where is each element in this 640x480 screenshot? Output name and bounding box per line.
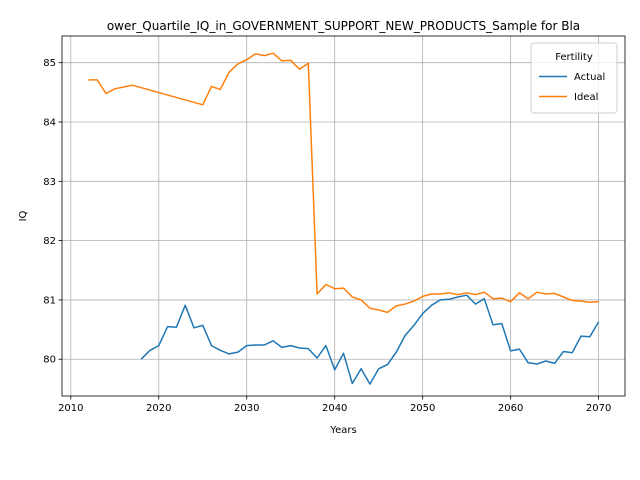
y-tick-label: 83 bbox=[43, 177, 56, 188]
legend-label-ideal: Ideal bbox=[574, 92, 598, 103]
series-line-ideal bbox=[88, 52, 599, 314]
x-axis-label: Years bbox=[329, 425, 356, 436]
y-tick-label: 85 bbox=[43, 58, 56, 69]
y-tick-label: 84 bbox=[43, 117, 56, 128]
legend: Fertility Actual Ideal bbox=[530, 42, 618, 114]
y-axis-label: IQ bbox=[18, 210, 29, 221]
legend-box bbox=[530, 42, 618, 114]
plot-frame bbox=[61, 35, 626, 397]
chart-title: ower_Quartile_IQ_in_GOVERNMENT_SUPPORT_N… bbox=[107, 19, 580, 33]
y-tick-label: 82 bbox=[43, 236, 56, 247]
y-tick-label: 81 bbox=[43, 295, 56, 306]
y-axis-ticks: 80 81 82 83 84 85 bbox=[43, 58, 62, 366]
x-tick-label: 2010 bbox=[58, 403, 83, 414]
series-line-actual bbox=[140, 294, 600, 385]
x-tick-label: 2060 bbox=[498, 403, 523, 414]
x-tick-label: 2070 bbox=[586, 403, 611, 414]
x-tick-label: 2020 bbox=[146, 403, 171, 414]
y-tick-label: 80 bbox=[43, 355, 56, 366]
legend-items: Actual Ideal bbox=[539, 72, 605, 103]
legend-title: Fertility bbox=[555, 52, 593, 63]
x-tick-label: 2030 bbox=[234, 403, 259, 414]
x-tick-label: 2050 bbox=[410, 403, 435, 414]
x-axis-ticks: 2010 2020 2030 2040 2050 2060 2070 bbox=[58, 396, 611, 414]
legend-label-actual: Actual bbox=[574, 72, 605, 83]
x-tick-label: 2040 bbox=[322, 403, 347, 414]
series-lines bbox=[88, 52, 600, 385]
